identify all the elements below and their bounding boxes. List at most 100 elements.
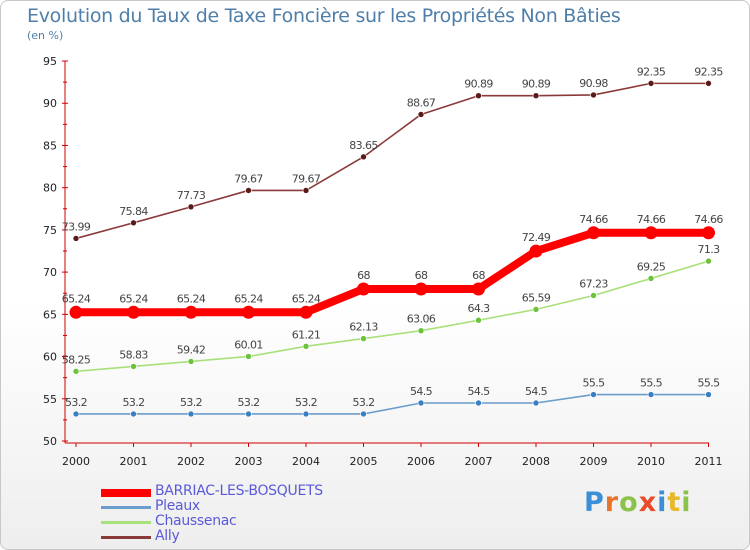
legend-label: BARRIAC-LES-BOSQUETS [155,483,323,499]
series-line-pleaux [75,393,710,415]
data-label-pleaux: 53.2 [352,396,374,409]
legend: BARRIAC-LES-BOSQUETS Pleaux Chaussenac Ally [101,483,381,545]
data-label-barriac-les-bosquets: 68 [357,269,370,282]
data-label-ally: 92.35 [694,65,723,78]
data-point-barriac-les-bosquets [702,226,715,240]
data-label-barriac-les-bosquets: 74.66 [579,213,608,226]
data-point-barriac-les-bosquets [529,244,543,258]
x-tick-label: 2005 [350,455,378,468]
data-point-ally [532,92,540,100]
data-point-pleaux [475,399,482,407]
data-label-barriac-les-bosquets: 68 [472,269,485,282]
data-label-chaussenac: 60.01 [234,338,263,351]
data-point-barriac-les-bosquets [587,226,600,240]
x-tick-label: 2006 [407,455,435,468]
legend-swatch [101,489,151,497]
data-point-ally [590,91,597,99]
data-label-ally: 75.84 [119,205,148,218]
data-point-ally [417,111,425,118]
data-point-pleaux [705,391,712,398]
data-point-ally [72,235,80,242]
legend-item: Ally [101,528,381,545]
data-label-barriac-les-bosquets: 74.66 [694,213,723,226]
y-tick-label: 85 [43,139,57,152]
data-label-ally: 79.67 [234,172,263,185]
logo-letter: x [638,487,658,518]
proxiti-logo: Proxiti [584,487,692,518]
y-tick-label: 95 [43,55,57,68]
data-label-ally: 73.99 [62,220,91,233]
data-point-ally [130,219,137,227]
data-point-chaussenac [187,358,195,365]
data-point-chaussenac [130,363,137,370]
data-point-chaussenac [302,343,310,350]
data-label-barriac-les-bosquets: 65.24 [292,292,321,305]
data-point-chaussenac [705,257,712,265]
data-point-ally [475,92,482,100]
x-tick-label: 2010 [637,455,665,468]
data-point-pleaux [72,410,80,418]
series-line-ally [75,82,710,240]
logo-letter: t [667,487,682,518]
data-label-chaussenac: 65.59 [522,291,551,304]
data-point-barriac-les-bosquets [242,305,255,319]
data-label-ally: 92.35 [637,65,666,78]
data-label-pleaux: 53.2 [295,396,317,409]
logo-letter: i [681,487,692,518]
data-point-chaussenac [590,292,597,299]
data-labels: 73.99 75.84 77.73 79.67 79.67 83.65 88.67 90.89… [62,65,724,409]
data-point-barriac-les-bosquets [357,282,370,296]
legend-item: BARRIAC-LES-BOSQUETS [101,483,381,500]
data-label-pleaux: 53.2 [122,396,144,409]
data-point-pleaux [532,399,540,407]
legend-swatch [101,536,151,539]
data-point-barriac-les-bosquets [299,305,313,319]
legend-label: Pleaux [155,498,200,514]
data-label-chaussenac: 71.3 [697,243,720,256]
y-tick-label: 65 [43,308,57,321]
data-point-barriac-les-bosquets [644,226,658,240]
data-label-pleaux: 55.5 [582,377,605,390]
data-label-chaussenac: 58.25 [62,353,91,366]
data-point-barriac-les-bosquets [127,305,140,319]
data-label-chaussenac: 63.06 [407,313,436,326]
y-tick-label: 80 [43,182,57,195]
data-point-pleaux [590,391,597,398]
data-point-pleaux [417,399,425,407]
data-label-ally: 77.73 [177,189,206,202]
y-tick-label: 60 [43,351,57,364]
x-tick-label: 2011 [695,455,723,468]
data-point-chaussenac [245,353,252,360]
data-point-chaussenac [532,306,540,313]
legend-label: Chaussenac [155,513,237,529]
logo-letter: r [604,487,620,518]
data-label-pleaux: 53.2 [65,396,87,409]
data-point-barriac-les-bosquets [472,282,485,296]
series-line-chaussenac [75,260,710,373]
data-label-chaussenac: 69.25 [637,260,666,273]
data-label-chaussenac: 58.83 [119,348,148,361]
data-label-barriac-les-bosquets: 74.66 [637,213,666,226]
data-label-pleaux: 55.5 [697,377,720,390]
data-point-chaussenac [647,275,655,282]
data-point-chaussenac [360,335,367,342]
data-point-pleaux [302,410,310,418]
data-label-barriac-les-bosquets: 65.24 [234,292,263,305]
data-label-pleaux: 54.5 [410,385,433,398]
data-label-ally: 90.89 [464,78,493,91]
data-label-barriac-les-bosquets: 68 [415,269,428,282]
unit-label: (en %) [27,29,64,42]
legend-item: Chaussenac [101,513,381,530]
legend-swatch [101,521,151,524]
x-tick-label: 2003 [235,455,263,468]
data-label-chaussenac: 64.3 [467,302,490,315]
y-tick-label: 75 [43,224,57,237]
x-tick-label: 2008 [522,455,550,468]
data-label-barriac-les-bosquets: 65.24 [62,292,91,305]
data-label-chaussenac: 62.13 [349,321,378,334]
data-point-pleaux [360,410,367,418]
y-tick-label: 70 [43,266,57,279]
logo-letter: i [657,487,668,518]
y-tick-label: 50 [43,435,57,448]
